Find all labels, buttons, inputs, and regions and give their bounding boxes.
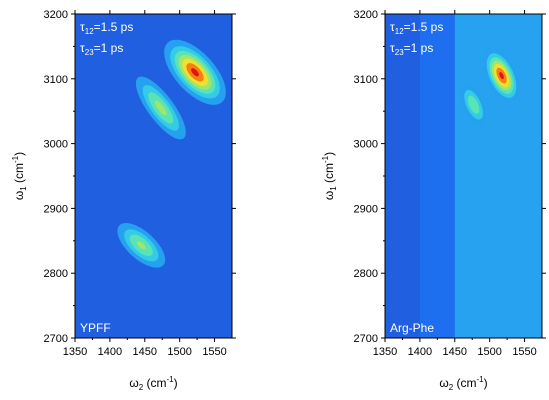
x-tick-label: 1400	[408, 346, 432, 358]
x-tick-label: 1350	[373, 346, 397, 358]
panel-label: Arg-Phe	[390, 321, 434, 335]
x-axis-title-symbol: ω	[439, 376, 448, 390]
tau-subscript: 12	[395, 27, 404, 36]
heatmap-peak-2	[460, 83, 488, 127]
y-tick-label: 2700	[44, 333, 68, 345]
tau-value: =1 ps	[404, 41, 434, 55]
panel-label: YPFF	[80, 321, 111, 335]
y-tick-label: 2800	[354, 268, 378, 280]
x-tick-label: 1400	[98, 346, 122, 358]
y-axis-title-superscript: -1	[11, 155, 20, 163]
x-tick-label: 1500	[167, 346, 191, 358]
y-tick-label: 3000	[44, 139, 68, 151]
y-tick-label: 3200	[354, 9, 378, 21]
tau-value: =1.5 ps	[404, 20, 444, 34]
tau-symbol: τ	[390, 41, 395, 55]
peak-contour	[499, 72, 504, 80]
y-tick-label: 2800	[44, 268, 68, 280]
heatmap-peak-1	[164, 39, 226, 105]
tau-symbol: τ	[390, 20, 395, 34]
y-tick-label: 2900	[354, 203, 378, 215]
x-axis-title-symbol: ω	[129, 376, 138, 390]
y-axis-title-unit: (cm	[322, 163, 336, 186]
x-axis-title-subscript: 2	[139, 383, 144, 392]
y-tick-label: 2900	[44, 203, 68, 215]
y-tick-label: 3100	[44, 74, 68, 86]
x-tick-label: 1350	[63, 346, 87, 358]
x-tick-label: 1500	[477, 346, 501, 358]
y-axis-title-subscript: 1	[329, 186, 338, 191]
heatmap-peak-3	[117, 222, 166, 268]
x-axis-title-superscript: -1	[167, 375, 175, 384]
y-tick-label: 3100	[354, 74, 378, 86]
y-tick-label: 2700	[354, 333, 378, 345]
x-axis-title: ω2 (cm-1)	[439, 375, 487, 392]
y-axis-title-subscript: 1	[19, 186, 28, 191]
peak-contour	[191, 68, 199, 77]
x-axis-title-unit: (cm	[143, 376, 166, 390]
tau-subscript: 23	[395, 48, 404, 57]
x-axis-title-unit-close: )	[484, 376, 488, 390]
tau-value: =1.5 ps	[94, 20, 134, 34]
tau-value: =1 ps	[94, 41, 124, 55]
x-tick-label: 1450	[133, 346, 157, 358]
tau-symbol: τ	[80, 41, 85, 55]
peak-contour	[154, 100, 167, 116]
y-tick-label: 3200	[44, 9, 68, 21]
y-axis-title-symbol: ω	[322, 191, 336, 200]
heatmap-peak-1	[483, 47, 520, 104]
x-tick-label: 1450	[443, 346, 467, 358]
heatmap-panel-2	[385, 14, 542, 338]
x-axis-title-unit: (cm	[453, 376, 476, 390]
heatmap-panel-1	[75, 14, 232, 338]
y-axis-title-symbol: ω	[12, 191, 26, 200]
heatmap-band-1	[419, 14, 455, 338]
y-axis-title-unit-close: )	[322, 152, 336, 156]
y-axis-title-unit: (cm	[12, 163, 26, 186]
y-axis-title-unit-close: )	[12, 152, 26, 156]
tau-subscript: 23	[85, 48, 94, 57]
peak-contour	[467, 95, 480, 114]
x-axis-title-superscript: -1	[477, 375, 485, 384]
x-axis-title-unit-close: )	[174, 376, 178, 390]
tau-subscript: 12	[85, 27, 94, 36]
x-axis-title: ω2 (cm-1)	[129, 375, 177, 392]
tau-annotation-1: τ12=1.5 ps	[80, 20, 133, 36]
y-axis-title: ω1 (cm-1)	[11, 152, 28, 200]
tau-annotation-2: τ23=1 ps	[390, 41, 433, 57]
x-axis-title-subscript: 2	[449, 383, 454, 392]
tau-annotation-2: τ23=1 ps	[80, 41, 123, 57]
peak-contour	[136, 241, 146, 250]
x-tick-label: 1550	[202, 346, 226, 358]
y-axis-title-superscript: -1	[321, 155, 330, 163]
tau-symbol: τ	[80, 20, 85, 34]
y-tick-label: 3000	[354, 139, 378, 151]
y-axis-title: ω1 (cm-1)	[321, 152, 338, 200]
heatmap-peak-2	[135, 76, 186, 140]
tau-annotation-1: τ12=1.5 ps	[390, 20, 443, 36]
x-tick-label: 1550	[512, 346, 536, 358]
